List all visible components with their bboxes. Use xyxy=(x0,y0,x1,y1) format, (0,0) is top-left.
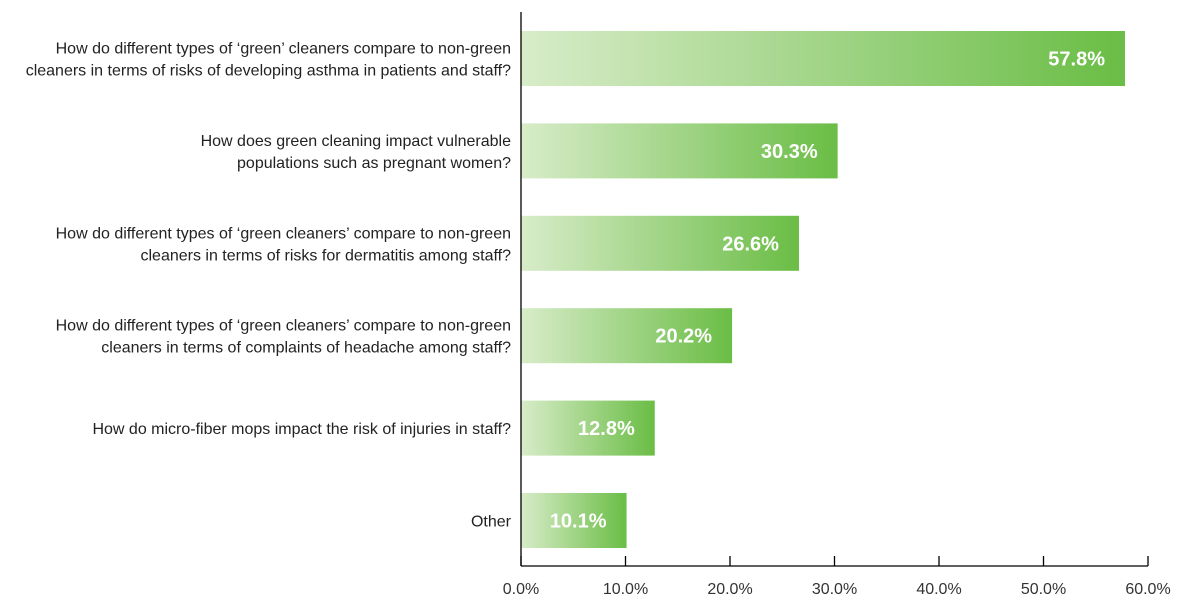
x-tick-label-5: 40.0% xyxy=(916,581,961,598)
category-label-6: Other xyxy=(471,514,512,531)
category-label-2: How does green cleaning impact vulnerabl… xyxy=(201,133,512,172)
category-label-4: How do different types of ‘green cleaner… xyxy=(56,318,511,357)
data-label-2: 30.3% xyxy=(761,141,818,163)
x-tick-label-3: 20.0% xyxy=(707,581,752,598)
bar-4 xyxy=(521,308,733,364)
category-label-1: How do different types of ‘green’ cleane… xyxy=(26,41,511,80)
bar-6 xyxy=(521,493,627,548)
bar-2 xyxy=(521,123,838,179)
x-tick-label-6: 50.0% xyxy=(1021,581,1066,598)
data-label-4: 20.2% xyxy=(655,326,712,348)
data-label-3: 26.6% xyxy=(722,233,779,255)
axes: 0.0% 10.0% 20.0% 30.0% 40.0% 50.0% 60.0% xyxy=(503,12,1171,598)
bar-5 xyxy=(521,400,655,456)
data-label-6: 10.1% xyxy=(550,511,607,533)
x-tick-label-2: 10.0% xyxy=(603,581,648,598)
bar-1 xyxy=(521,31,1126,86)
category-label-5: How do micro-fiber mops impact the risk … xyxy=(92,421,511,438)
bars: 57.8% 30.3% 26.6% 20.2% 12.8% 10.1% xyxy=(521,31,1126,548)
x-tick-label-7: 60.0% xyxy=(1125,581,1170,598)
data-label-5: 12.8% xyxy=(578,418,635,440)
category-labels: How do different types of ‘green’ cleane… xyxy=(26,41,512,531)
x-tick-label-1: 0.0% xyxy=(503,581,539,598)
x-tick-label-4: 30.0% xyxy=(812,581,857,598)
data-label-1: 57.8% xyxy=(1048,49,1105,71)
category-label-3: How do different types of ‘green cleaner… xyxy=(56,225,511,264)
bar-3 xyxy=(521,215,799,271)
